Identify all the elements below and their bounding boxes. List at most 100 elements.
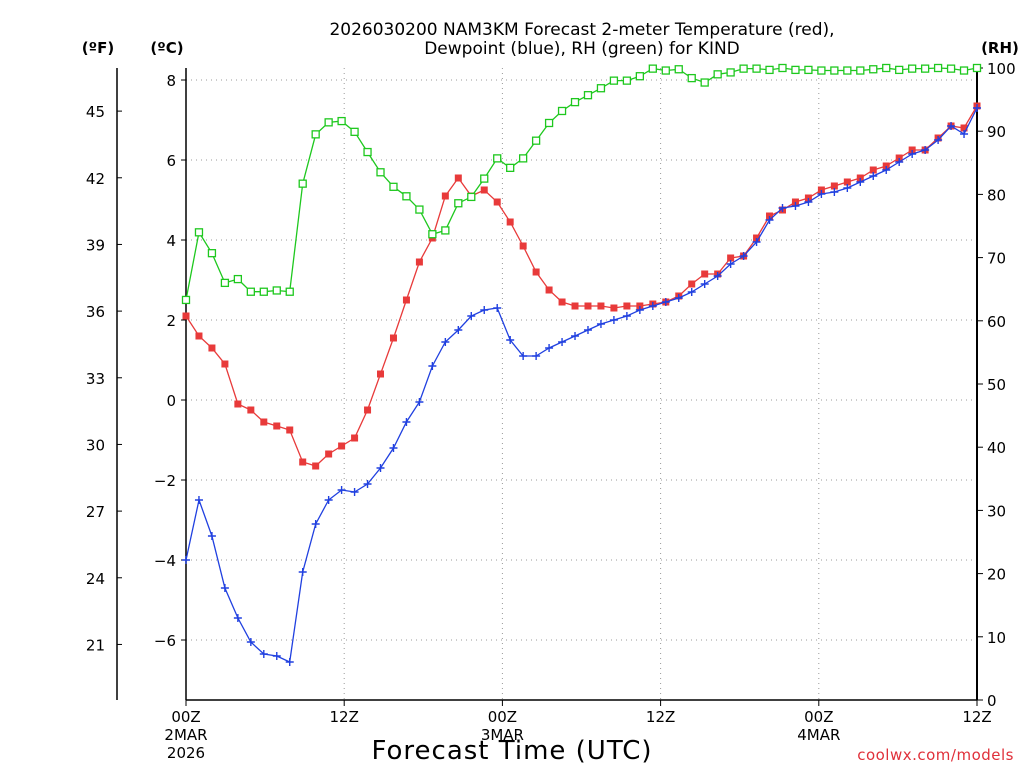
celsius-tick-label: −6: [154, 632, 176, 650]
2-meter-temperature-point: [299, 458, 307, 466]
rh-tick-label: 10: [987, 629, 1006, 647]
rh-point: [856, 66, 865, 75]
rh-point: [363, 147, 372, 157]
rh-point: [882, 63, 891, 73]
dewpoint-point: [454, 326, 463, 334]
dewpoint-point: [609, 316, 618, 324]
rh-point: [609, 76, 619, 85]
dewpoint-point: [480, 306, 489, 314]
2-meter-temperature-point: [377, 370, 385, 378]
dewpoint-point: [583, 326, 592, 334]
dewpoint-point: [363, 480, 372, 488]
credit-text: coolwx.com/models: [857, 746, 1014, 764]
2-meter-temperature-point: [532, 268, 540, 276]
dewpoint-point: [415, 398, 424, 406]
fahrenheit-unit-label: (ºF): [82, 39, 114, 57]
rh-point: [493, 154, 502, 163]
rh-point: [272, 286, 281, 295]
2-meter-temperature-point: [208, 344, 216, 352]
2-meter-temperature-point: [389, 334, 397, 342]
dewpoint-point: [635, 306, 644, 314]
dewpoint-point: [220, 584, 229, 592]
rh-point: [480, 174, 489, 183]
dewpoint-point: [389, 444, 398, 452]
rh-point: [648, 64, 657, 73]
fahrenheit-tick-label: 45: [86, 103, 105, 121]
dewpoint-point: [350, 488, 359, 496]
rh-point: [570, 97, 580, 107]
rh-point: [415, 205, 424, 214]
rh-point: [441, 226, 450, 235]
2-meter-temperature-point: [247, 406, 255, 414]
x-tick-label: 00Z: [171, 708, 200, 726]
rh-series: [181, 63, 982, 305]
rh-point: [194, 228, 204, 237]
dewpoint-point: [739, 252, 748, 260]
2-meter-temperature-point: [610, 304, 618, 312]
2-meter-temperature-point: [415, 258, 423, 266]
rh-point: [830, 66, 839, 75]
2-meter-temperature-point: [441, 192, 449, 200]
rh-point: [920, 64, 930, 73]
rh-point: [259, 287, 268, 296]
celsius-tick-label: 2: [166, 312, 176, 330]
dewpoint-point: [882, 166, 891, 174]
rh-point: [583, 91, 593, 100]
chart-title-line-2: Dewpoint (blue), RH (green) for KIND: [424, 39, 740, 59]
2-meter-temperature-point: [493, 198, 501, 206]
dewpoint-point: [298, 568, 307, 576]
2-meter-temperature-point: [597, 302, 605, 310]
x-tick-label: 12Z: [962, 708, 991, 726]
dewpoint-point: [182, 556, 190, 564]
x-tick-label: 00Z: [804, 708, 833, 726]
dewpoint-point: [674, 294, 683, 302]
celsius-tick-label: −2: [154, 472, 176, 490]
rh-point: [674, 65, 683, 74]
dewpoint-point: [791, 202, 800, 210]
rh-point: [687, 73, 696, 83]
fahrenheit-tick-label: 33: [86, 370, 105, 388]
2-meter-temperature-point: [480, 186, 488, 194]
dewpoint-point: [545, 344, 554, 352]
dewpoint-series: [182, 104, 981, 666]
2-meter-temperature-point: [843, 178, 851, 186]
x-tick-label: 12Z: [330, 708, 359, 726]
2-meter-temperature-point: [519, 242, 527, 250]
dewpoint-point: [259, 650, 268, 658]
rh-point: [220, 278, 230, 288]
x-tick-label: 12Z: [646, 708, 675, 726]
dewpoint-point: [622, 312, 631, 320]
rh-point: [389, 182, 398, 191]
dewpoint-point: [207, 532, 216, 540]
2-meter-temperature-point: [364, 406, 372, 414]
dewpoint-point: [830, 188, 839, 196]
rh-point: [959, 66, 969, 75]
rh-tick-label: 100: [987, 60, 1016, 78]
rh-point: [933, 63, 943, 73]
gridlines: [185, 68, 978, 700]
dewpoint-point: [337, 486, 346, 494]
celsius-tick-label: 6: [166, 152, 176, 170]
rh-point: [246, 287, 255, 296]
dewpoint-point: [493, 304, 502, 312]
fahrenheit-tick-label: 21: [86, 636, 105, 654]
2-meter-temperature-series: [182, 102, 981, 470]
rh-point: [181, 295, 191, 305]
dewpoint-point: [506, 336, 515, 344]
2-meter-temperature-point: [584, 302, 592, 310]
dewpoint-point: [765, 216, 774, 224]
rh-point: [791, 65, 800, 75]
rh-point: [596, 84, 606, 93]
rh-point: [324, 118, 333, 127]
2-meter-temperature-point: [558, 298, 566, 306]
2-meter-temperature-point: [260, 418, 268, 426]
rh-tick-label: 40: [987, 439, 1006, 457]
axes: [116, 67, 983, 706]
dewpoint-line: [185, 107, 978, 663]
dewpoint-point: [778, 204, 787, 212]
dewpoint-point: [804, 198, 813, 206]
x-tick-date-label: 3MAR: [481, 726, 524, 744]
rh-tick-label: 60: [987, 313, 1006, 331]
2-meter-temperature-point: [338, 442, 346, 450]
rh-point: [311, 130, 320, 139]
